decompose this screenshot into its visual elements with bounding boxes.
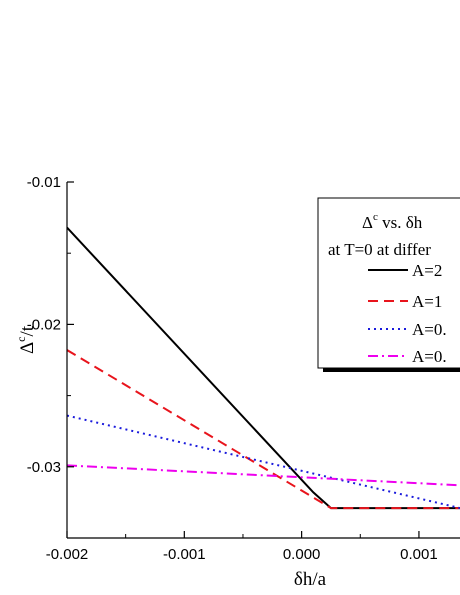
series-line-2 [67,349,460,510]
x-tick-label: 0.000 [283,546,321,563]
x-tick-label: 0.001 [400,546,438,563]
x-axis-title: δh/a [294,569,327,590]
y-tick-label: -0.01 [27,174,61,191]
legend-label-1: A=2 [412,261,442,280]
series-line-4 [67,464,460,487]
legend-title-line1: Δc vs. δh [362,211,423,232]
series-line-3 [67,414,460,510]
x-tick-label: -0.002 [46,546,89,563]
legend-label-2: A=1 [412,292,442,311]
y-axis-title: Δc/t [14,325,38,354]
legend: Δc vs. δh at T=0 at differ A=2 A=1 A=0. A=0… [317,197,460,372]
legend-label-3: A=0. [412,320,447,339]
y-tick-label: -0.02 [27,316,61,333]
x-tick-label: -0.001 [163,546,206,563]
legend-title-line2: at T=0 at differ [328,240,431,259]
legend-box [317,197,460,369]
legend-label-4: A=0. [412,347,447,366]
y-tick-label: -0.03 [27,459,61,476]
